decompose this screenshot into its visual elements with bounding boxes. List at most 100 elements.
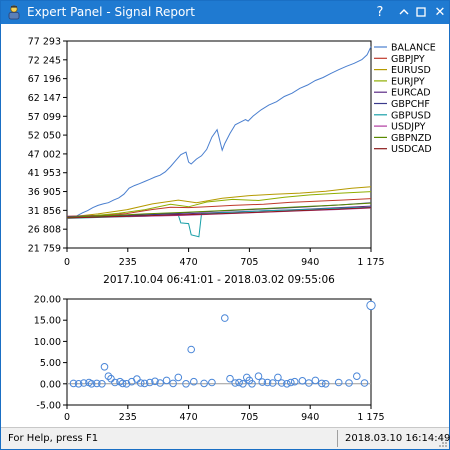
x-tick-label: 1 175 [357,412,384,423]
scatter-point [318,379,326,388]
status-help-text: For Help, press F1 [8,433,99,444]
scatter-point [100,363,109,371]
scatter-chart: 20.00 15.00 10.00 5.00 0.00 -5.000 235 470 705 94… [34,295,385,424]
scatter-point [321,380,330,388]
legend-label: USDJPY [391,122,426,133]
x-tick-label: 1 175 [357,257,384,268]
x-tick-label: 470 [180,257,198,268]
close-button[interactable]: ✕ [434,5,446,20]
x-tick-label: 940 [301,257,319,268]
scatter-point [93,379,101,388]
status-datetime: 2018.03.10 16:14:49 [345,433,450,444]
scatter-point [187,345,195,354]
y-tick-label: 47 002 [28,149,61,160]
scatter-point [74,380,83,388]
y-tick-label: 0.00 [40,379,61,390]
x-tick-label: 940 [301,412,319,423]
y-tick-label: 41 953 [28,168,61,179]
scatter-point [360,379,369,387]
scatter-point [169,379,177,388]
status-divider [337,430,338,447]
resize-grip-icon[interactable] [438,438,448,448]
scatter-point [69,379,78,388]
scatter-point [146,378,154,387]
status-bar: For Help, press F1 2018.03.10 16:14:49 [1,427,450,449]
y-tick-label: 21 759 [28,244,61,255]
legend-label: EURCAD [391,88,431,99]
scatter-point [366,300,376,311]
series-line-eurjpy [66,191,372,218]
y-tick-label: -5.00 [36,401,61,412]
legend-label: BALANCE [391,43,436,54]
scatter-point [258,378,267,386]
scatter-point [290,377,299,386]
x-tick-label: 0 [64,257,70,268]
scatter-point [122,380,131,388]
y-tick-label: 67 196 [28,74,61,85]
series-line-gbpjpy [66,198,372,217]
legend-label: EURJPY [391,76,425,87]
x-tick-label: 0 [64,412,70,423]
legend-label: USDCAD [391,144,432,155]
series-line-usdcad [66,207,372,219]
legend-label: EURUSD [391,65,431,76]
series-line-gbpnzd [66,202,372,218]
scatter-point [140,379,149,388]
y-tick-label: 52 050 [28,131,61,142]
scatter-point [111,378,119,387]
scatter-point [311,376,320,385]
legend-label: GBPUSD [391,110,431,121]
balance-chart: 77 293 72 245 67 196 62 147 57 099 52 050 47 0… [28,37,436,287]
scatter-point [277,379,286,387]
x-tick-label: 235 [119,412,137,423]
chevron-up-icon [399,9,409,15]
maximize-button[interactable] [410,1,432,24]
y-tick-label: 10.00 [34,337,61,348]
scatter-point [174,373,183,382]
scatter-point [200,379,208,388]
scatter-point [268,379,277,387]
y-tick-label: 20.00 [34,295,61,306]
scatter-point [208,378,216,387]
scatter-point [136,379,145,387]
scatter-point [239,380,247,388]
scatter-plot-area [66,298,372,406]
x-tick-label: 705 [240,412,258,423]
scatter-point [254,372,263,381]
scatter-point [151,377,159,386]
y-tick-label: 26 808 [28,225,61,236]
x-tick-label: 705 [240,257,258,268]
scatter-point [226,374,234,383]
scatter-point [283,380,291,388]
scatter-point [345,379,353,387]
scatter-point [248,380,256,388]
y-tick-label: 5.00 [40,358,61,369]
scatter-point [80,379,88,387]
report-client-area: 77 293 72 245 67 196 62 147 57 099 52 050 47 0… [1,24,449,427]
legend-label: GBPNZD [391,133,432,144]
scatter-point [118,379,127,388]
date-range-label: 2017.10.04 06:41:01 - 2018.03.02 09:55:0… [103,274,335,286]
scatter-point [104,372,113,381]
series-line-eurusd [66,186,372,218]
scatter-point [263,378,272,387]
scatter-point [353,372,361,381]
window-title: Expert Panel - Signal Report [27,5,195,19]
y-tick-label: 77 293 [28,37,61,48]
scatter-point [98,380,106,388]
scatter-point [190,377,198,386]
y-tick-label: 72 245 [28,55,61,66]
x-tick-label: 235 [119,257,137,268]
collapse-button[interactable] [393,1,415,24]
series-line-balance [66,46,372,219]
scatter-point [182,380,190,388]
scatter-point [235,378,243,387]
scatter-point [334,378,343,387]
legend-label: GBPCHF [391,99,430,110]
help-button[interactable]: ? [376,5,384,20]
y-tick-label: 31 856 [28,206,61,217]
scatter-point [87,380,96,388]
legend-label: GBPJPY [391,54,425,65]
title-bar[interactable]: Expert Panel - Signal Report ? ✕ [1,1,449,24]
